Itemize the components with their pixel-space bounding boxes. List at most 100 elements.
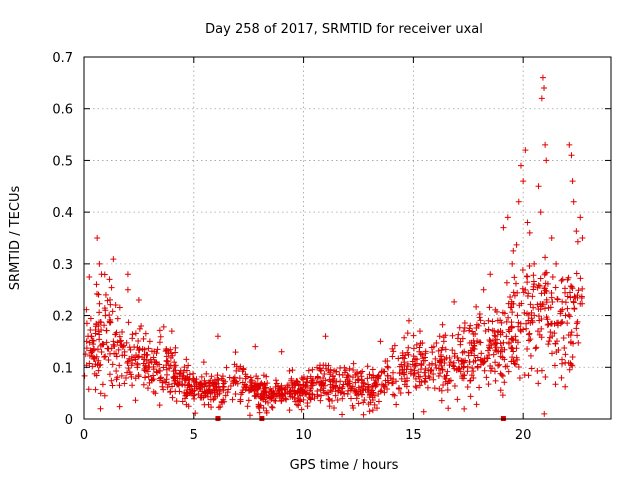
- data-point: [154, 346, 161, 353]
- data-point: [492, 347, 499, 354]
- data-point: [508, 324, 515, 331]
- data-point: [566, 366, 573, 373]
- x-tick-label: 0: [80, 428, 88, 443]
- data-point: [444, 387, 451, 394]
- data-point: [464, 384, 471, 391]
- data-point: [401, 369, 408, 376]
- data-point: [106, 319, 113, 326]
- data-point: [487, 271, 494, 278]
- data-point: [464, 368, 471, 375]
- data-point: [517, 320, 524, 327]
- data-point: [460, 328, 467, 335]
- data-point: [410, 353, 417, 360]
- data-point: [95, 357, 102, 364]
- data-point: [93, 321, 100, 328]
- data-point: [105, 357, 112, 364]
- data-point: [150, 363, 157, 370]
- data-point: [436, 333, 443, 340]
- data-point: [332, 385, 339, 392]
- data-point: [116, 333, 123, 340]
- data-point: [542, 141, 549, 148]
- data-point: [547, 328, 554, 335]
- data-point: [410, 332, 417, 339]
- data-point: [461, 359, 468, 366]
- data-point: [106, 312, 113, 319]
- data-point: [112, 302, 119, 309]
- data-point: [150, 388, 157, 395]
- data-point: [163, 376, 170, 383]
- data-point: [369, 387, 376, 394]
- data-point: [258, 391, 265, 398]
- data-point: [511, 360, 518, 367]
- data-point: [509, 260, 516, 267]
- data-point: [509, 336, 516, 343]
- data-point: [207, 390, 214, 397]
- data-point: [442, 332, 449, 339]
- data-point: [538, 325, 545, 332]
- data-point: [412, 383, 419, 390]
- data-point: [476, 314, 483, 321]
- data-point: [361, 396, 368, 403]
- data-point: [497, 387, 504, 394]
- y-tick-label: 0.1: [52, 361, 73, 376]
- data-point: [365, 381, 372, 388]
- data-point: [439, 321, 446, 328]
- data-point: [316, 365, 323, 372]
- data-point: [136, 325, 143, 332]
- data-point: [443, 372, 450, 379]
- data-point: [318, 392, 325, 399]
- data-point: [524, 310, 531, 317]
- data-point: [97, 361, 104, 368]
- data-point: [474, 364, 481, 371]
- data-point: [541, 410, 548, 417]
- data-point: [240, 366, 247, 373]
- data-point: [570, 198, 577, 205]
- data-point: [242, 375, 249, 382]
- data-point: [523, 320, 530, 327]
- data-point: [111, 350, 118, 357]
- data-point: [222, 392, 229, 399]
- data-point: [544, 280, 551, 287]
- data-point: [354, 368, 361, 375]
- data-point: [525, 337, 532, 344]
- data-point: [358, 391, 365, 398]
- data-point: [470, 368, 477, 375]
- data-point: [509, 309, 516, 316]
- data-point: [153, 350, 160, 357]
- data-point: [528, 315, 535, 322]
- data-point: [381, 389, 388, 396]
- data-point: [575, 287, 582, 294]
- data-point: [524, 279, 531, 286]
- data-point: [548, 235, 555, 241]
- data-point: [86, 352, 93, 359]
- data-point: [96, 331, 103, 338]
- data-point: [220, 384, 227, 391]
- data-point: [447, 377, 454, 384]
- data-point: [338, 389, 345, 396]
- data-point: [522, 147, 529, 154]
- y-tick-label: 0: [65, 413, 73, 428]
- data-point: [373, 405, 380, 412]
- data-point: [426, 362, 433, 369]
- data-point: [395, 355, 402, 362]
- data-point: [561, 345, 568, 352]
- data-point: [328, 384, 335, 391]
- data-point: [355, 400, 362, 407]
- data-point: [508, 345, 515, 352]
- data-point: [512, 361, 519, 368]
- data-point: [157, 375, 164, 382]
- data-point: [546, 338, 553, 345]
- data-point: [461, 320, 468, 327]
- data-point: [516, 302, 523, 309]
- data-point: [427, 367, 434, 374]
- data-point: [226, 374, 233, 381]
- data-point: [539, 301, 546, 308]
- data-point: [103, 327, 110, 334]
- data-point: [89, 353, 96, 360]
- data-point: [164, 384, 171, 391]
- data-point: [239, 389, 246, 396]
- data-point: [430, 370, 437, 377]
- data-point: [389, 345, 396, 352]
- data-point: [255, 403, 262, 410]
- data-point: [171, 363, 178, 370]
